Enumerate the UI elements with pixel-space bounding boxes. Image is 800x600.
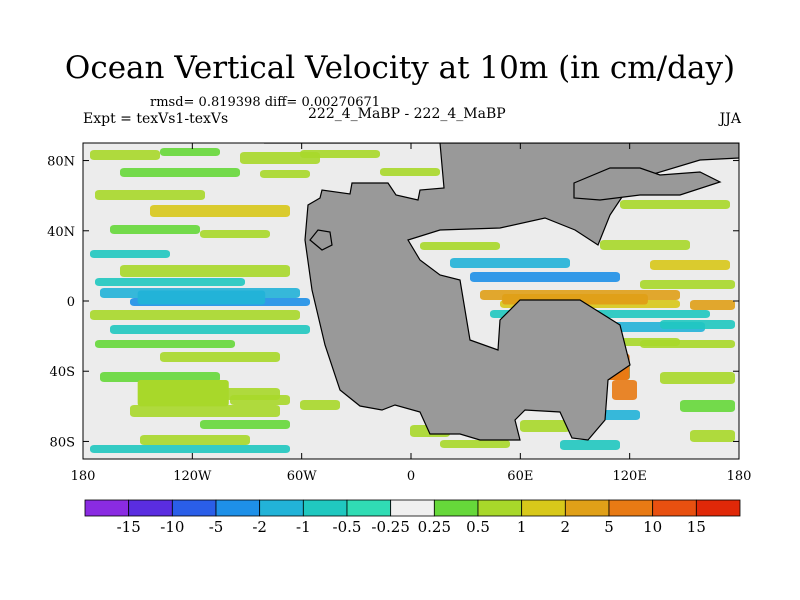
colorbar-swatch [259, 499, 304, 517]
colorbar-label: 2 [561, 518, 571, 536]
x-tick-label: 60E [507, 469, 533, 484]
y-tick-label: 40N [47, 225, 75, 240]
colorbar-swatch [84, 499, 130, 517]
colorbar-label: 5 [604, 518, 614, 536]
colorbar-label: -15 [117, 518, 141, 536]
colorbar-label: 0.25 [418, 518, 451, 536]
y-axis: 80N 40N 0 40S 80S [47, 155, 739, 450]
x-axis: 180 120W 60W 0 60E 120E 180 [71, 143, 752, 484]
colorbar-swatch [608, 499, 654, 517]
colorbar-label: -0.5 [333, 518, 362, 536]
plot-area [82, 142, 740, 460]
x-tick-label: 180 [71, 469, 96, 484]
colorbar: -15 -10 -5 -2 -1 -0.5 -0.25 0.25 0.5 1 2 5 10 15 [84, 499, 741, 536]
x-tick-label: 120E [613, 469, 647, 484]
land-region [309, 229, 333, 251]
x-tick-label: 120W [173, 469, 212, 484]
land-region [264, 143, 739, 441]
y-tick-label: 80S [50, 435, 75, 450]
colorbar-swatch [128, 499, 173, 517]
colorbar-swatch [215, 499, 261, 517]
land-mask [264, 143, 739, 441]
chart-title: Ocean Vertical Velocity at 10m (in cm/da… [64, 50, 736, 86]
x-tick-label: 180 [727, 469, 752, 484]
case-label: 222_4_MaBP - 222_4_MaBP [308, 106, 506, 122]
colorbar-label: -1 [296, 518, 311, 536]
season-label: JJA [719, 111, 741, 127]
colorbar-swatch [477, 499, 523, 517]
land-region [573, 167, 722, 201]
south-positive-band [137, 380, 229, 407]
y-tick-label: 0 [67, 295, 75, 310]
colorbar-swatch [346, 499, 392, 517]
y-tick-label: 40S [50, 365, 75, 380]
y-tick-label: 80N [47, 155, 75, 170]
colorbar-swatch [521, 499, 566, 517]
colorbar-swatch [652, 499, 697, 517]
x-tick-label: 60W [287, 469, 318, 484]
colorbar-label: -2 [252, 518, 267, 536]
stats-text: rmsd= 0.819398 diff= 0.00270671 [150, 95, 381, 110]
x-tick-label: 0 [407, 469, 415, 484]
colorbar-swatch [695, 499, 741, 517]
colorbar-swatch [564, 499, 610, 517]
colorbar-label: -10 [160, 518, 184, 536]
colorbar-swatch [302, 499, 348, 517]
velocity-field [90, 148, 735, 453]
colorbar-label: 15 [687, 518, 706, 536]
colorbar-swatch [390, 499, 435, 517]
colorbar-swatch [433, 499, 479, 517]
colorbar-label: 0.5 [466, 518, 490, 536]
colorbar-label: 1 [517, 518, 527, 536]
colorbar-label: -5 [209, 518, 224, 536]
experiment-label: Expt = texVs1-texVs [83, 111, 229, 127]
equatorial-upwelling-west [137, 290, 266, 305]
colorbar-label: 10 [643, 518, 662, 536]
colorbar-label: -0.25 [371, 518, 409, 536]
colorbar-swatch [171, 499, 217, 517]
